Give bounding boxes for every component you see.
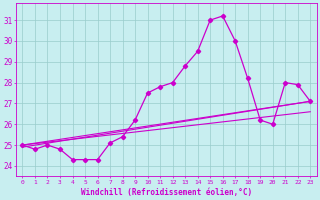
X-axis label: Windchill (Refroidissement éolien,°C): Windchill (Refroidissement éolien,°C) — [81, 188, 252, 197]
